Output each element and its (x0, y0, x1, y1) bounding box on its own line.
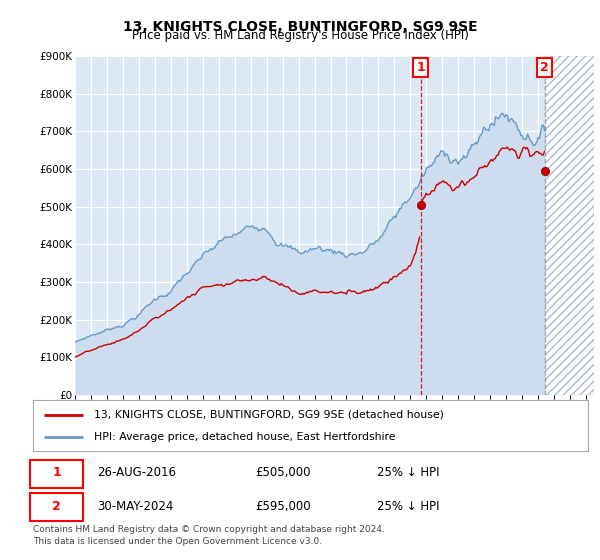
Text: 13, KNIGHTS CLOSE, BUNTINGFORD, SG9 9SE (detached house): 13, KNIGHTS CLOSE, BUNTINGFORD, SG9 9SE … (94, 409, 444, 419)
FancyBboxPatch shape (30, 460, 83, 488)
Text: 1: 1 (52, 466, 61, 479)
Text: Contains HM Land Registry data © Crown copyright and database right 2024.
This d: Contains HM Land Registry data © Crown c… (33, 525, 385, 546)
Text: 25% ↓ HPI: 25% ↓ HPI (377, 500, 440, 512)
Text: Price paid vs. HM Land Registry's House Price Index (HPI): Price paid vs. HM Land Registry's House … (131, 29, 469, 42)
Text: 2: 2 (541, 61, 549, 74)
Text: 2: 2 (52, 500, 61, 512)
Text: 26-AUG-2016: 26-AUG-2016 (97, 466, 176, 479)
Text: 30-MAY-2024: 30-MAY-2024 (97, 500, 173, 512)
Text: £595,000: £595,000 (255, 500, 311, 512)
Text: 25% ↓ HPI: 25% ↓ HPI (377, 466, 440, 479)
Text: 1: 1 (416, 61, 425, 74)
FancyBboxPatch shape (30, 493, 83, 521)
Text: £505,000: £505,000 (255, 466, 311, 479)
Text: 13, KNIGHTS CLOSE, BUNTINGFORD, SG9 9SE: 13, KNIGHTS CLOSE, BUNTINGFORD, SG9 9SE (122, 20, 478, 34)
Text: HPI: Average price, detached house, East Hertfordshire: HPI: Average price, detached house, East… (94, 432, 395, 442)
